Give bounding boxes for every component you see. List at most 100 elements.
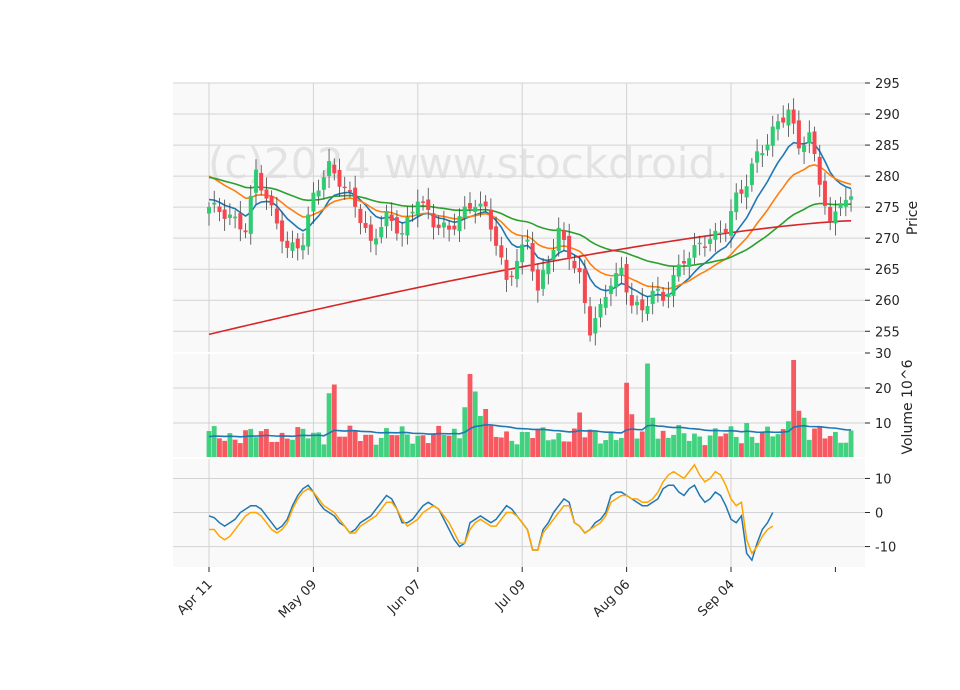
candle-body	[598, 304, 603, 318]
candle-body	[264, 189, 269, 199]
volume-bar	[744, 423, 750, 458]
volume-bar	[446, 435, 452, 458]
x-tick-label: Jun 07	[384, 577, 424, 617]
candle-body	[233, 216, 238, 219]
volume-bar	[712, 428, 718, 458]
candle-body	[775, 121, 780, 130]
volume-bar	[352, 430, 358, 458]
volume-bar	[739, 443, 744, 458]
oscillator-line-1	[209, 463, 774, 555]
candle-body	[452, 225, 457, 230]
candle-body	[588, 306, 593, 336]
volume-bar	[806, 439, 812, 458]
candle-body	[692, 245, 697, 258]
candle-body	[504, 259, 509, 280]
oscillator-y-tick-label: -10	[875, 541, 896, 556]
volume-bar	[384, 428, 389, 458]
volume-bar	[660, 430, 666, 458]
candle-body	[713, 230, 718, 240]
candle-body	[739, 189, 744, 194]
x-tick-label: May 09	[276, 577, 320, 621]
candle-body	[499, 245, 504, 258]
volume-bar	[833, 431, 838, 458]
candle-body	[494, 226, 499, 246]
candle-body	[374, 238, 379, 245]
volume-bar	[577, 412, 583, 458]
oscillator-lines	[208, 463, 774, 562]
volume-bar	[545, 440, 551, 458]
volume-bar	[248, 428, 254, 458]
volume-bar	[222, 440, 228, 458]
price-axis-title: Price	[905, 201, 921, 235]
candle-body	[410, 211, 415, 214]
volume-bar	[572, 428, 577, 458]
volume-bar	[718, 436, 723, 458]
candle-body	[400, 233, 405, 235]
candle-body	[734, 192, 739, 213]
volume-bar	[733, 436, 739, 458]
candle-body	[447, 225, 452, 230]
candle-body	[520, 244, 525, 263]
candle-body	[828, 206, 833, 222]
volume-bar	[457, 438, 462, 458]
volume-bar	[274, 441, 280, 458]
candle-body	[781, 117, 786, 123]
candle-body	[770, 126, 775, 146]
candle-body	[796, 120, 801, 149]
volume-bar	[540, 427, 546, 458]
volume-bar	[822, 438, 828, 458]
panel-bg-0	[173, 83, 865, 353]
volume-bar	[227, 433, 233, 458]
volume-bar	[342, 436, 348, 458]
volume-y-tick-label: 20	[875, 382, 892, 397]
candle-body	[556, 227, 561, 251]
candle-body	[238, 213, 243, 230]
candle-body	[702, 246, 707, 248]
candle-body	[723, 228, 728, 234]
candle-body	[217, 206, 222, 213]
candle-body	[441, 222, 446, 228]
volume-bar	[697, 436, 703, 458]
price-y-tick-label: 285	[875, 139, 900, 154]
candle-body	[468, 203, 473, 209]
volume-bar	[791, 360, 797, 458]
volume-bar	[237, 443, 243, 458]
volume-bar	[634, 438, 640, 458]
volume-bar	[566, 441, 572, 458]
volume-bar	[264, 429, 269, 458]
volume-bar	[232, 439, 238, 458]
grid-lines	[173, 82, 865, 567]
volume-bar	[671, 434, 676, 458]
volume-bar	[415, 435, 421, 458]
candle-body	[300, 245, 305, 251]
volume-axis-title: Volume 10^6	[900, 359, 916, 454]
volume-bar	[290, 439, 295, 458]
volume-bar	[775, 434, 781, 458]
volume-bar	[269, 441, 275, 458]
candle-body	[551, 249, 556, 261]
candle-body	[833, 211, 838, 224]
volume-bar	[702, 445, 708, 458]
candle-body	[514, 260, 519, 280]
volume-bar	[525, 431, 530, 458]
candle-body	[567, 235, 572, 259]
candle-body	[582, 268, 587, 304]
candle-body	[608, 285, 613, 294]
candle-body	[415, 201, 420, 216]
candle-body	[316, 190, 321, 197]
volume-bar	[723, 433, 729, 458]
volume-bar	[211, 426, 217, 458]
volume-bar	[639, 431, 645, 458]
candle-body	[682, 261, 687, 264]
candle-body	[635, 301, 640, 306]
volume-bar	[347, 425, 353, 458]
volume-bar	[749, 436, 755, 458]
candle-body	[525, 239, 530, 242]
candle-body	[603, 296, 608, 308]
candle-body	[358, 208, 363, 224]
volume-bar	[441, 435, 447, 458]
volume-bar	[608, 432, 614, 458]
candle-body	[290, 242, 295, 251]
volume-bar	[389, 435, 395, 458]
